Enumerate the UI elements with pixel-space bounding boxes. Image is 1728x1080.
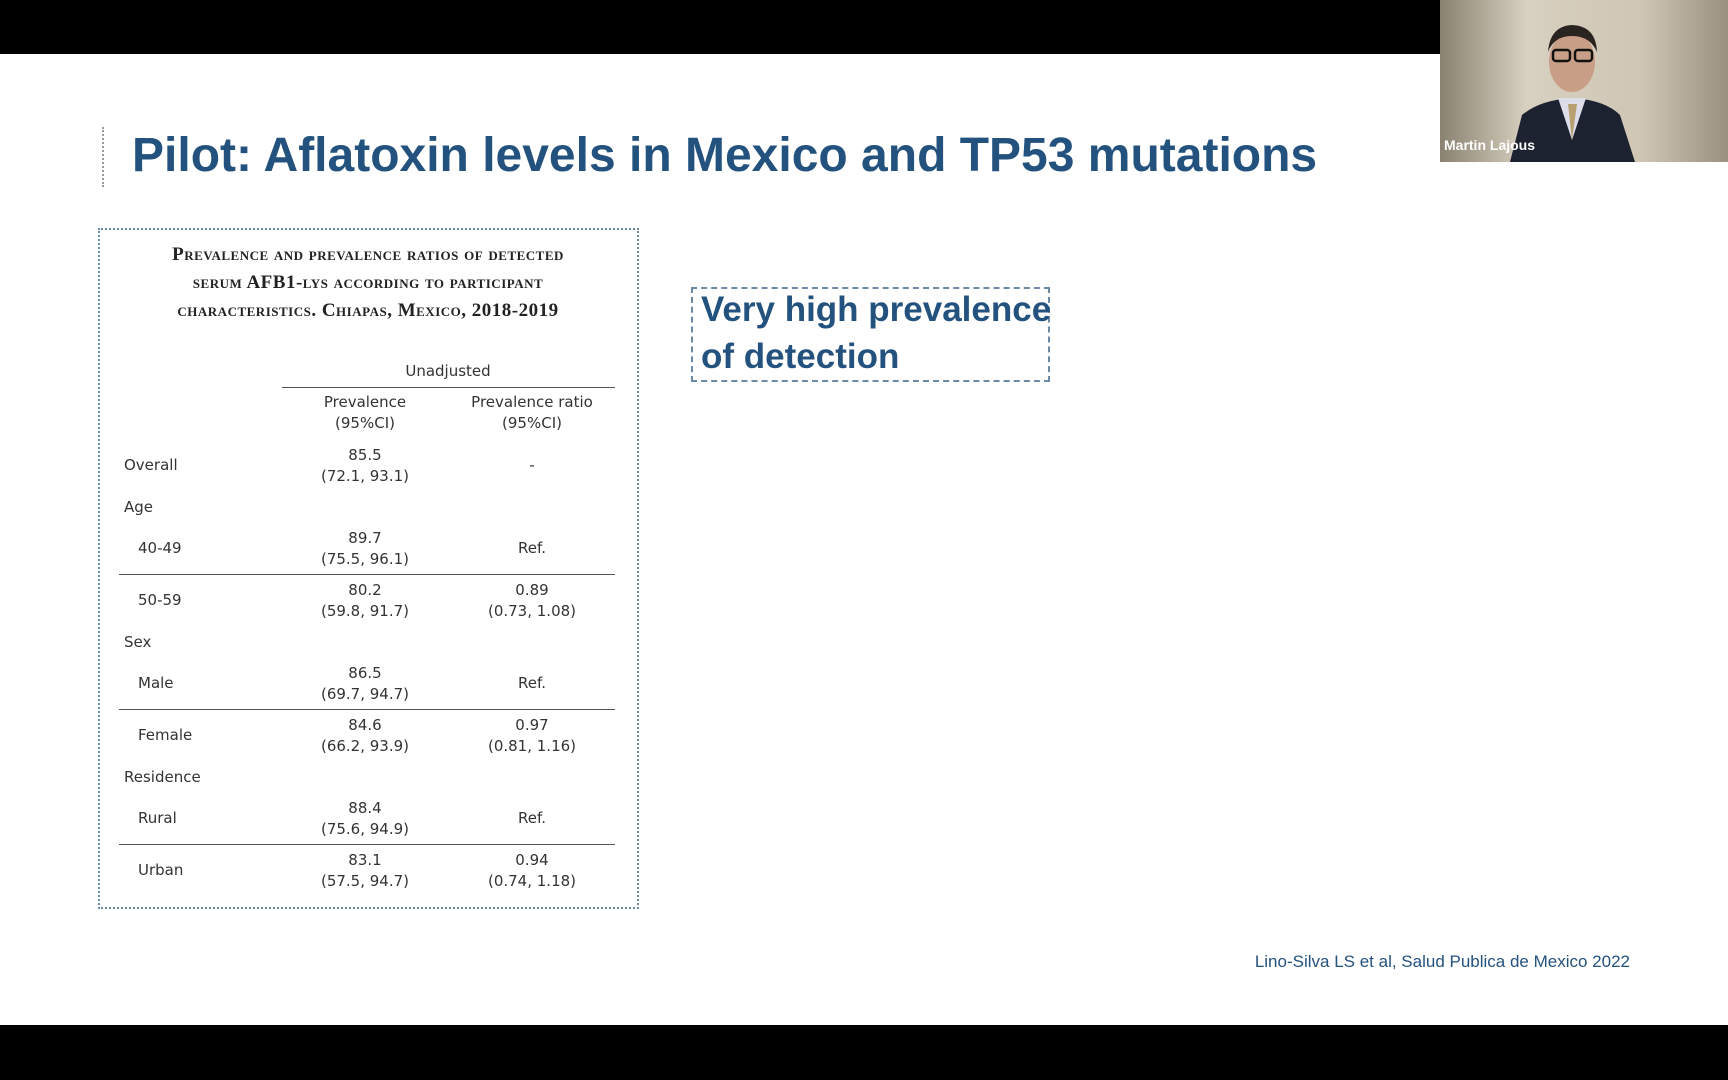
prevalence-cell: (75.6, 94.9)	[320, 819, 410, 838]
row-label: 50-59	[138, 591, 182, 609]
participant-name: Martin Lajous	[1444, 137, 1536, 153]
ratio-cell: (0.73, 1.08)	[487, 601, 577, 620]
prevalence-cell: (69.7, 94.7)	[320, 684, 410, 703]
prevalence-cell: (75.5, 96.1)	[320, 549, 410, 568]
row-label: Rural	[138, 809, 177, 827]
bottom-bar	[0, 1025, 1728, 1080]
column-header: (95%CI)	[335, 414, 395, 432]
ratio-cell: 0.97	[515, 715, 549, 734]
group-header: Unadjusted	[405, 362, 491, 380]
prevalence-cell: 88.4	[348, 798, 382, 817]
callout-text: Very high prevalence	[701, 290, 1052, 329]
callout-box	[691, 287, 1050, 382]
group-label: Age	[124, 498, 154, 516]
prevalence-cell: 83.1	[348, 850, 382, 869]
ratio-cell: (0.81, 1.16)	[487, 736, 577, 755]
ratio-cell: (0.74, 1.18)	[487, 871, 577, 890]
row-label: Male	[138, 674, 174, 692]
row-label: 40-49	[138, 539, 182, 557]
webcam-video	[1440, 0, 1728, 162]
table-title: serum AFB1-lys according to participant	[192, 272, 544, 293]
prevalence-cell: 84.6	[348, 715, 382, 734]
row-label: Urban	[138, 861, 184, 879]
table-title: Prevalence and prevalence ratios of dete…	[172, 244, 564, 265]
ratio-cell: -	[529, 456, 535, 474]
column-header: (95%CI)	[502, 414, 562, 432]
table-box	[98, 228, 639, 909]
citation: Lino-Silva LS et al, Salud Publica de Me…	[1254, 952, 1630, 971]
prevalence-cell: 85.5	[348, 445, 382, 464]
ratio-cell: Ref.	[518, 539, 546, 557]
group-label: Residence	[124, 768, 201, 786]
rule	[119, 574, 615, 575]
callout-text: of detection	[701, 337, 900, 376]
rule	[119, 709, 615, 710]
prevalence-cell: (59.8, 91.7)	[320, 601, 410, 620]
column-header: Prevalence ratio	[471, 393, 593, 411]
row-label: Overall	[124, 456, 178, 474]
ratio-cell: 0.94	[515, 850, 549, 869]
ratio-cell: 0.89	[515, 580, 549, 599]
prevalence-cell: (72.1, 93.1)	[320, 466, 410, 485]
prevalence-cell: 86.5	[348, 663, 382, 682]
prevalence-cell: (57.5, 94.7)	[320, 871, 410, 890]
column-header: Prevalence	[323, 393, 407, 411]
rule	[282, 387, 615, 388]
prevalence-cell: 80.2	[348, 580, 382, 599]
ratio-cell: Ref.	[518, 674, 546, 692]
prevalence-cell: 89.7	[348, 528, 382, 547]
row-label: Female	[138, 726, 193, 744]
ratio-cell: Ref.	[518, 809, 546, 827]
slide-title: Pilot: Aflatoxin levels in Mexico and TP…	[132, 129, 1318, 182]
prevalence-cell: (66.2, 93.9)	[320, 736, 410, 755]
rule	[119, 844, 615, 845]
table-title: characteristics. Chiapas, Mexico, 2018-2…	[177, 300, 559, 321]
title-marker	[102, 127, 104, 187]
group-label: Sex	[124, 633, 152, 651]
